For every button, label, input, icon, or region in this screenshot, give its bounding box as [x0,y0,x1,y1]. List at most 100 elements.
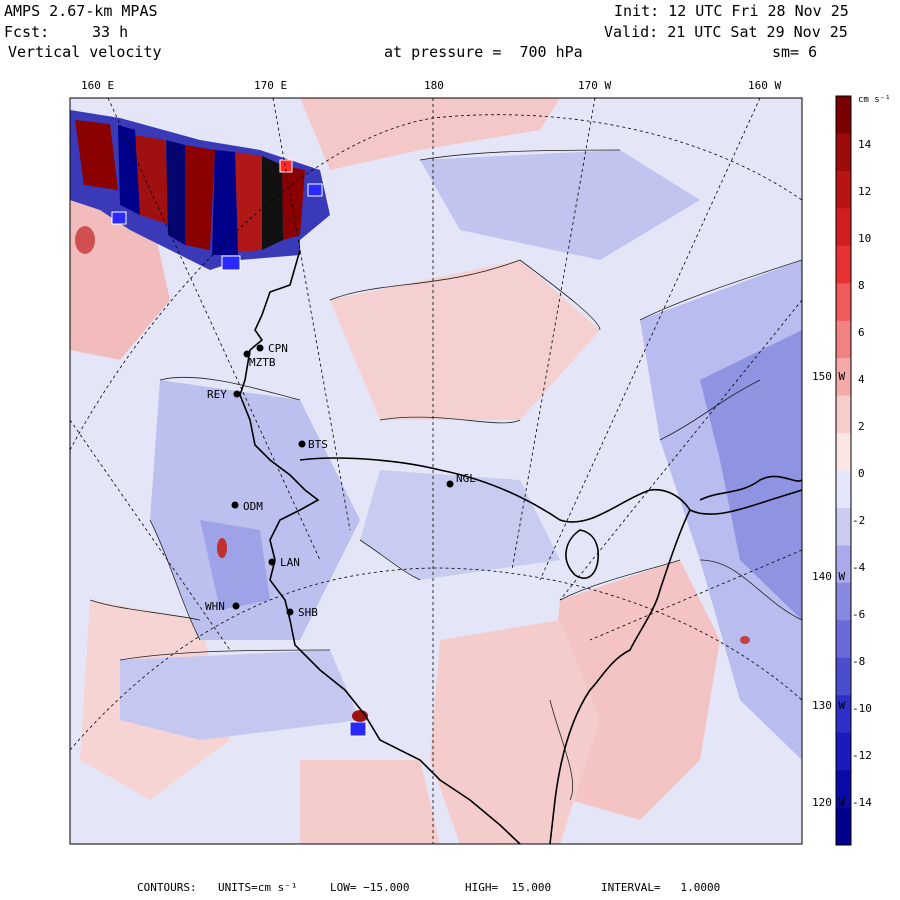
colorbar-tick-label: -12 [852,749,872,762]
station-marker-bts [298,440,306,448]
colorbar-swatch [836,358,851,397]
wave-band-marker-5 [349,721,367,737]
colorbar-tick-label: 6 [858,326,865,339]
colorbar-swatch [836,96,851,134]
station-label-mztb: MZTB [249,356,276,369]
station-label-whn: WHN [205,600,225,613]
colorbar-tick-label: 8 [858,279,865,292]
station-marker-whn [232,602,240,610]
colorbar-tick-label: -14 [852,796,872,809]
lon-label-160w: 160 W [748,79,782,92]
wave-band-marker-3 [307,183,323,197]
colorbar-tick-label: -4 [852,561,866,574]
pressure-level: at pressure = 700 hPa [384,43,583,61]
station-marker-rey [233,390,241,398]
wave-band-red-1 [75,120,118,190]
map-frame [69,97,803,845]
colorbar-swatch [836,507,851,546]
station-label-shb: SHB [298,606,318,619]
colorbar-swatch [836,320,851,359]
colorbar-frame [835,95,852,846]
colorbar-tick-label: 0 [858,467,865,480]
positive-region-central [330,260,600,420]
graticule [70,98,802,844]
colorbar-swatch [836,807,851,846]
colorbar-tick-label: -10 [852,702,872,715]
negative-region-north [420,150,700,260]
parallel-upper [70,114,802,451]
colorbar-swatch [836,695,851,734]
wave-band-dark-3 [212,150,238,255]
lat-label-130w: 130 W [812,699,846,712]
colorbar-tick-label: 12 [858,185,872,198]
red-spot-4 [75,226,95,254]
lon-label-170w: 170 W [578,79,612,92]
colorbar-units: cm s⁻¹ [858,95,891,105]
colorbar-tick-label: 14 [858,138,872,151]
forecast-label: Fcst: [4,23,50,41]
lon-label-170e: 170 E [254,79,288,92]
colorbar-tick-label: -8 [852,655,866,668]
red-spot-1 [217,538,227,558]
station-marker-lan [268,558,276,566]
lat-label-120w: 120 W [812,796,846,809]
colorbar-swatch [836,582,851,621]
colorbar-swatch [836,732,851,771]
meridian-160w [539,98,761,581]
station-label-cpn: CPN [268,342,288,355]
station-label-lan: LAN [280,556,300,569]
meridian-170e [272,98,351,531]
station-marker-ngl [446,480,454,488]
wave-band-red-2 [135,135,170,225]
model-title: AMPS 2.67-km MPAS [4,2,158,20]
colorbar [836,96,851,846]
positive-region-ross [550,560,720,820]
station-marker-mztb [243,350,251,358]
colorbar-swatch [836,620,851,659]
contour-lines [89,149,802,801]
valid-time: Valid: 21 UTC Sat 29 Nov 25 [604,23,848,41]
footer-high: HIGH= 15.000 [465,881,552,894]
positive-region-far-south [300,760,440,844]
negative-region-coast [150,380,360,640]
station-label-odm: ODM [243,500,263,513]
wave-band-dark-1 [118,125,140,215]
colorbar-tick-label: 10 [858,232,872,245]
meridian-140w [589,549,802,641]
footer-interval: INTERVAL= 1.0000 [601,881,721,894]
footer-units: UNITS=cm s⁻¹ [218,881,298,894]
meridian-170w [511,98,596,571]
negative-region-east-strong [700,330,802,620]
wave-band-dark-2 [166,140,185,245]
colorbar-tick-label: 2 [858,420,865,433]
coastline [239,249,802,844]
station-marker-cpn [256,344,264,352]
lat-label-150w: 150 W [812,370,846,383]
colorbar-swatch [836,657,851,696]
lon-label-180: 180 [424,79,444,92]
meridian-160e [107,98,321,561]
colorbar-swatch [836,245,851,284]
colorbar-swatch [836,283,851,322]
positive-region-south [430,620,600,844]
station-marker-shb [286,608,294,616]
meridian-150w [559,299,802,601]
map-field: CPN MZTB REY BTS NGL ODM LAN WHN SHB [70,98,802,844]
init-time: Init: 12 UTC Fri 28 Nov 25 [614,2,849,20]
colorbar-swatch [836,133,851,172]
wave-band-red-4 [235,152,262,252]
colorbar-swatch [836,770,851,809]
colorbar-tick-label: -6 [852,608,866,621]
field-name: Vertical velocity [8,43,162,61]
wave-band-marker-2 [279,159,293,173]
wave-band-marker-4 [221,255,241,271]
smoothing-value: sm= 6 [772,43,818,61]
parallel-lower [70,567,802,751]
wave-band-marker-1 [111,211,127,225]
station-label-rey: REY [207,388,227,401]
colorbar-swatch [836,470,851,509]
colorbar-swatch [836,545,851,584]
station-marker-odm [231,501,239,509]
station-label-bts: BTS [308,438,328,451]
